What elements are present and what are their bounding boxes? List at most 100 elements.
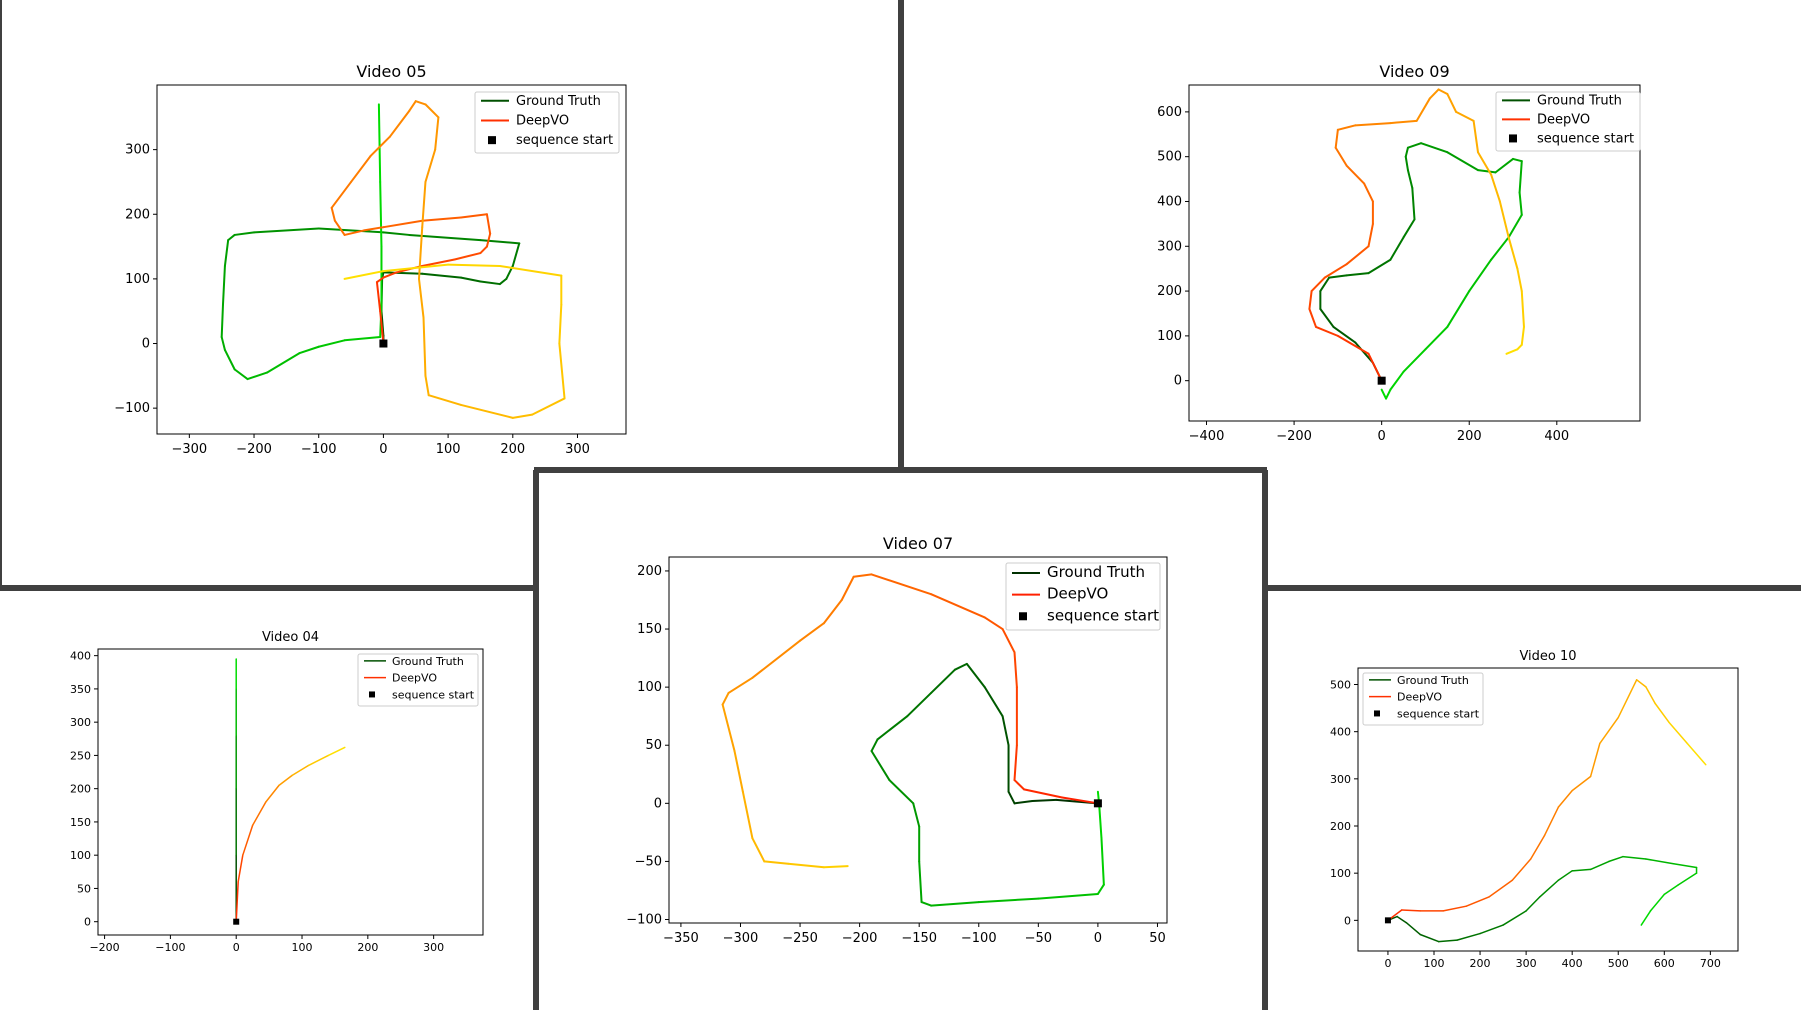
- x-tick-label: −400: [1189, 429, 1225, 444]
- trajectory-segment: [531, 397, 566, 416]
- y-tick-label: 200: [125, 207, 150, 222]
- legend-swatch-start: [369, 691, 375, 698]
- trajectory-segment: [1511, 858, 1532, 881]
- trajectory-segment: [1061, 796, 1099, 805]
- trajectory-segment: [235, 881, 239, 923]
- legend-swatch-start: [1019, 612, 1027, 621]
- chart-title: Video 05: [356, 62, 426, 81]
- trajectory-segment: [447, 263, 501, 267]
- trajectory-segment: [1645, 858, 1675, 865]
- trajectory-segment: [1013, 651, 1018, 689]
- trajectory-segment: [1406, 142, 1423, 149]
- trajectory-segment: [1428, 88, 1440, 100]
- y-tick-label: 250: [70, 749, 91, 762]
- trajectory-segment: [1319, 308, 1335, 328]
- trajectory-segment: [741, 790, 754, 840]
- trajectory-segment: [870, 738, 879, 753]
- trajectory-segment: [906, 691, 933, 718]
- trajectory-segment: [1686, 742, 1707, 766]
- x-tick-label: 600: [1654, 957, 1675, 970]
- trajectory-segment: [1319, 276, 1331, 293]
- trajectory-segment: [317, 339, 346, 348]
- trajectory-segment: [434, 116, 440, 151]
- legend-box: [357, 653, 479, 707]
- trajectory-segment: [870, 750, 891, 782]
- trajectory-segment: [382, 271, 424, 275]
- trajectory-segment: [498, 264, 563, 277]
- x-tick-label: 300: [423, 941, 444, 954]
- trajectory-segment: [479, 239, 521, 245]
- trajectory-segment: [1516, 267, 1523, 293]
- trajectory-segment: [1571, 775, 1592, 792]
- series-ground-truth: [870, 662, 1105, 907]
- chart-title: Video 10: [1519, 649, 1576, 664]
- sequence-start-marker: [1093, 799, 1102, 808]
- axes-frame: [97, 648, 484, 936]
- y-tick-label: 100: [1330, 867, 1351, 880]
- trajectory-segment: [1539, 879, 1560, 898]
- trajectory-segment: [1363, 182, 1374, 203]
- trajectory-segment: [1635, 679, 1647, 688]
- legend-label: sequence start: [392, 688, 475, 701]
- trajectory-segment: [220, 336, 226, 351]
- trajectory-segment: [1332, 325, 1357, 344]
- trajectory-segment: [479, 245, 488, 255]
- trajectory-segment: [333, 219, 346, 236]
- trajectory-segment: [1402, 348, 1427, 373]
- trajectory-segment: [424, 374, 430, 397]
- trajectory-segment: [763, 860, 790, 865]
- trajectory-segment: [460, 276, 482, 283]
- y-tick-label: 100: [70, 849, 91, 862]
- trajectory-segment: [379, 310, 385, 345]
- trajectory-segment: [343, 229, 366, 236]
- x-tick-label: 500: [1608, 957, 1629, 970]
- x-tick-label: −200: [236, 442, 272, 457]
- trajectory-segment: [220, 303, 224, 339]
- legend-label: DeepVO: [1047, 585, 1108, 603]
- chart-video-07: Video 07 −350 −300 −250 −200 −150 −100 −50 0 50 −1…: [626, 534, 1168, 946]
- trajectory-segment: [1490, 236, 1510, 261]
- y-tick-label: 50: [645, 738, 662, 753]
- chart-title: Video 04: [262, 630, 319, 645]
- trajectory-segment: [1345, 164, 1366, 185]
- trajectory-segment: [1649, 893, 1666, 912]
- trajectory-segment: [1512, 157, 1523, 163]
- series-deepvo: [235, 746, 346, 923]
- y-tick-label: 150: [70, 816, 91, 829]
- x-tick-label: −100: [155, 941, 185, 954]
- trajectory-segment: [1345, 245, 1370, 266]
- trajectory-segment: [1640, 910, 1652, 926]
- x-tick-label: −200: [1276, 429, 1312, 444]
- trajectory-segment: [1622, 855, 1647, 860]
- trajectory-segment: [485, 213, 492, 235]
- trajectory-segment: [1031, 798, 1058, 802]
- trajectory-segment: [485, 232, 492, 248]
- trajectory-segment: [721, 691, 730, 706]
- trajectory-segment: [382, 231, 411, 236]
- trajectory-segment: [1663, 884, 1679, 896]
- x-tick-label: 50: [1149, 931, 1166, 946]
- trajectory-segment: [1543, 806, 1560, 837]
- legend-label: Ground Truth: [1047, 563, 1145, 581]
- legend-box: [1362, 672, 1484, 726]
- trajectory-segment: [1380, 388, 1388, 400]
- y-tick-label: 150: [637, 622, 662, 637]
- trajectory-segment: [479, 280, 501, 286]
- legend-label: sequence start: [1047, 606, 1159, 624]
- x-tick-label: −250: [782, 931, 818, 946]
- legend-label: DeepVO: [1537, 112, 1590, 127]
- trajectory-segment: [1336, 124, 1357, 131]
- x-tick-label: 200: [1457, 429, 1482, 444]
- y-tick-label: 100: [637, 680, 662, 695]
- trajectory-segment: [1404, 155, 1409, 172]
- trajectory-segment: [1518, 160, 1523, 194]
- trajectory-segment: [1389, 119, 1418, 125]
- y-tick-label: 200: [637, 564, 662, 579]
- trajectory-segment: [265, 784, 280, 803]
- x-tick-label: 400: [1562, 957, 1583, 970]
- x-tick-label: 200: [1470, 957, 1491, 970]
- trajectory-segment: [233, 368, 249, 381]
- trajectory-segment: [377, 103, 382, 183]
- y-tick-label: 50: [77, 882, 91, 895]
- legend: Ground Truth DeepVO sequence start: [357, 653, 479, 707]
